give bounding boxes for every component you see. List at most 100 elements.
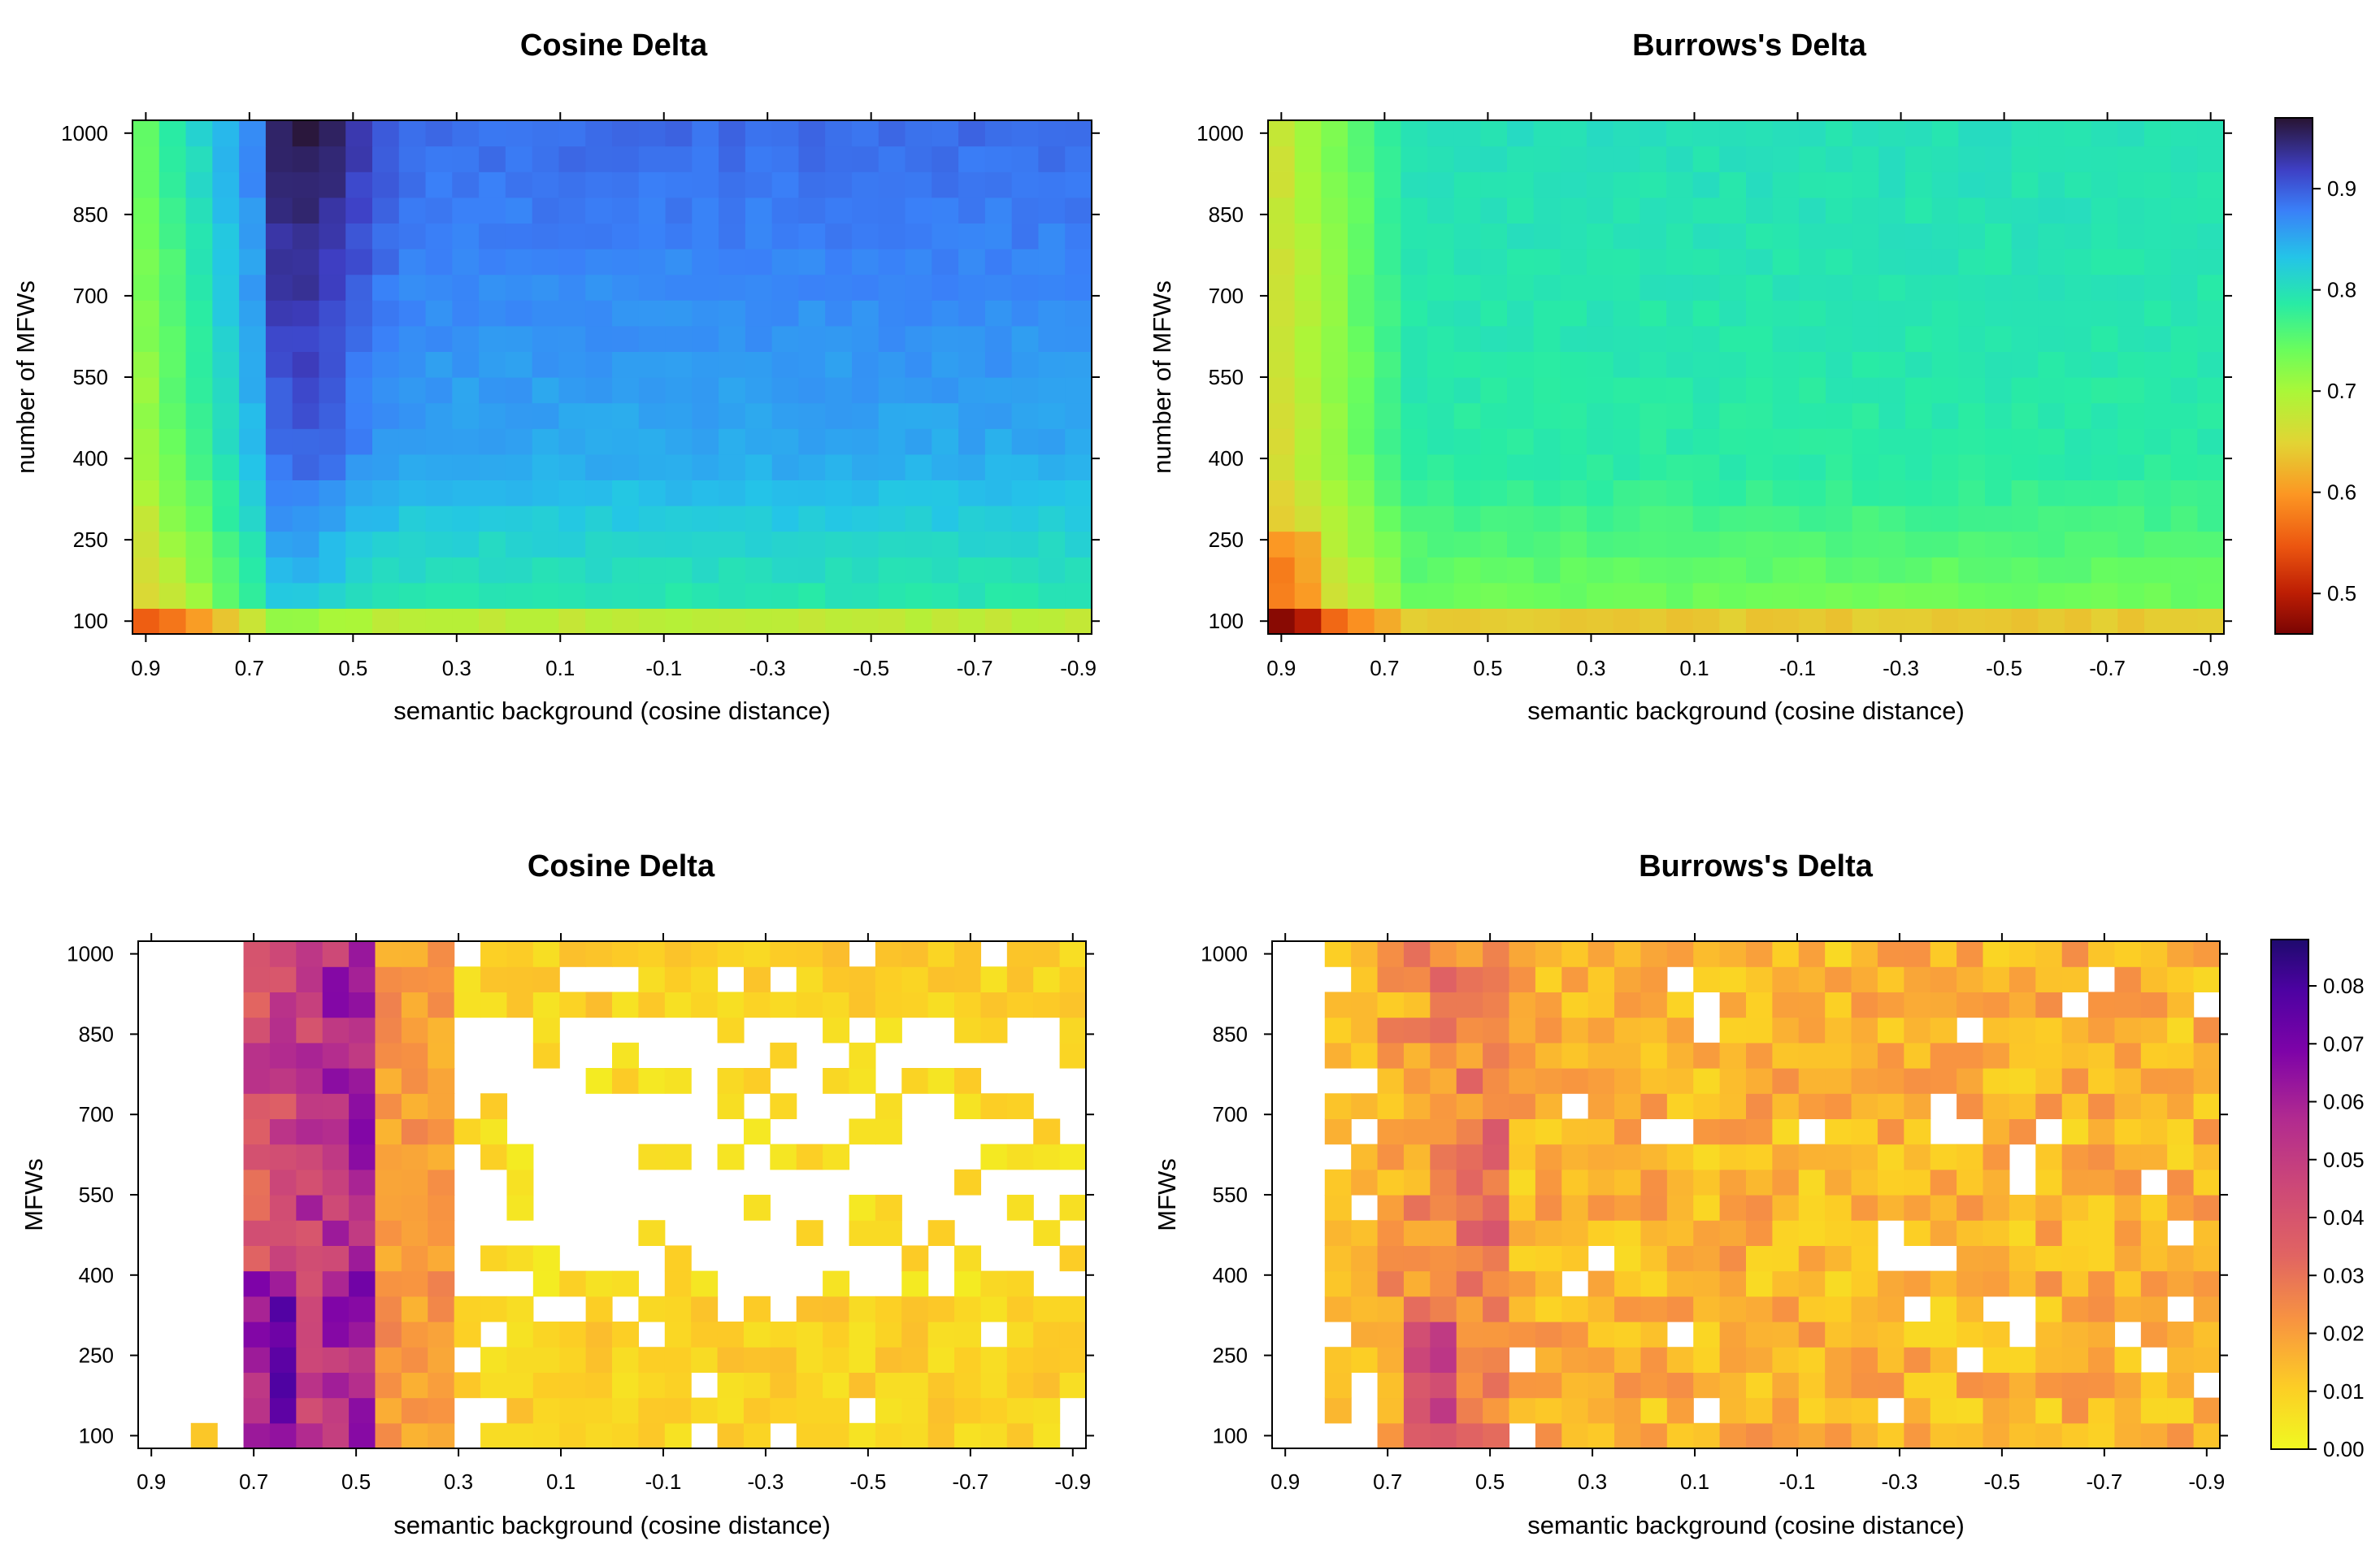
heatmap-cell xyxy=(269,1397,297,1424)
heatmap-cell xyxy=(692,171,719,198)
heatmap-cell xyxy=(1719,1169,1747,1196)
heatmap-cell xyxy=(1533,428,1561,455)
heatmap-cell xyxy=(1321,249,1349,276)
heatmap-cell xyxy=(1453,120,1481,147)
heatmap-cell xyxy=(372,531,400,558)
heatmap-cell xyxy=(322,1397,350,1424)
heatmap-cell xyxy=(1561,992,1589,1018)
heatmap-cell xyxy=(823,1372,850,1399)
heatmap-cell xyxy=(159,197,187,224)
heatmap-cell xyxy=(1587,1220,1615,1246)
heatmap-cell xyxy=(452,582,480,609)
heatmap-cell xyxy=(1377,1144,1405,1170)
heatmap-cell xyxy=(1983,1322,2010,1348)
heatmap-cell xyxy=(132,582,160,609)
heatmap-cell xyxy=(927,966,955,992)
heatmap-cell xyxy=(243,1372,271,1399)
heatmap-cell xyxy=(1666,1144,1694,1170)
heatmap-cell xyxy=(1826,300,1853,327)
heatmap-cell xyxy=(958,300,986,327)
heatmap-cell xyxy=(2144,377,2172,404)
heatmap-cell xyxy=(1957,1372,1984,1399)
heatmap-cell xyxy=(1983,1195,2010,1221)
heatmap-cell xyxy=(1719,120,1747,147)
heatmap-cell xyxy=(1877,992,1904,1018)
heatmap-cell xyxy=(770,1093,797,1119)
heatmap-cell xyxy=(1692,454,1720,480)
heatmap-cell xyxy=(532,1422,560,1449)
heatmap-cell xyxy=(479,351,506,378)
heatmap-cell xyxy=(1430,1347,1457,1373)
heatmap-cell xyxy=(1483,1220,1510,1246)
heatmap-cell xyxy=(428,1118,455,1145)
heatmap-cell xyxy=(638,1372,666,1399)
heatmap-cell xyxy=(2035,1422,2063,1449)
heatmap-cell xyxy=(825,300,853,327)
heatmap-cell xyxy=(1377,1169,1405,1196)
heatmap-cell xyxy=(771,325,800,352)
heatmap-cell xyxy=(771,582,800,609)
heatmap-cell xyxy=(1533,454,1561,480)
heatmap-cell xyxy=(265,402,293,429)
heatmap-cell xyxy=(479,608,506,635)
y-tick-label: 100 xyxy=(1209,609,1244,633)
heatmap-cell xyxy=(1985,608,2013,635)
heatmap-cell xyxy=(1560,454,1587,480)
heatmap-cell xyxy=(428,1347,455,1373)
heatmap-cell xyxy=(1772,249,1800,276)
heatmap-cell xyxy=(1456,1144,1483,1170)
heatmap-cell xyxy=(1958,145,1986,172)
heatmap-cell xyxy=(1535,1347,1562,1373)
heatmap-cell xyxy=(243,1270,271,1297)
heatmap-cell xyxy=(1401,582,1428,609)
heatmap-cell xyxy=(743,966,771,992)
heatmap-cell xyxy=(771,531,800,558)
heatmap-cell xyxy=(2088,1220,2116,1246)
heatmap-cell xyxy=(771,274,800,301)
heatmap-cell xyxy=(2038,325,2065,352)
heatmap-cell xyxy=(372,120,400,147)
heatmap-cell xyxy=(2140,1245,2168,1272)
heatmap-cell xyxy=(1825,1220,1852,1246)
heatmap-cell xyxy=(796,1397,823,1424)
heatmap-cell xyxy=(1983,1042,2010,1069)
heatmap-cell xyxy=(852,197,879,224)
heatmap-cell xyxy=(1826,120,1853,147)
heatmap-cell xyxy=(1401,145,1428,172)
heatmap-cell xyxy=(1507,223,1535,250)
heatmap-cell xyxy=(1561,941,1589,967)
heatmap-cell xyxy=(212,506,240,532)
heatmap-cell xyxy=(185,171,213,198)
heatmap-cell xyxy=(401,1220,428,1246)
heatmap-cell xyxy=(505,274,533,301)
heatmap-cell xyxy=(132,351,160,378)
heatmap-cell xyxy=(506,941,534,967)
heatmap-cell xyxy=(1038,197,1066,224)
heatmap-cell xyxy=(1613,557,1640,584)
heatmap-cell xyxy=(1507,351,1535,378)
heatmap-cell xyxy=(269,1296,297,1322)
heatmap-cell xyxy=(1507,506,1535,532)
heatmap-cell xyxy=(980,1422,1008,1449)
heatmap-cell xyxy=(878,120,906,147)
heatmap-cell xyxy=(558,300,586,327)
heatmap-cell xyxy=(1666,377,1694,404)
heatmap-cell xyxy=(1348,171,1375,198)
heatmap-cell xyxy=(532,992,560,1018)
heatmap-cell xyxy=(2140,992,2168,1018)
heatmap-cell xyxy=(345,582,373,609)
heatmap-cell xyxy=(212,351,240,378)
heatmap-cell xyxy=(984,531,1013,558)
heatmap-cell xyxy=(1640,608,1667,635)
heatmap-cell xyxy=(719,120,746,147)
heatmap-cell xyxy=(425,428,453,455)
heatmap-cell xyxy=(1878,145,1906,172)
heatmap-cell xyxy=(375,1245,402,1272)
heatmap-cell xyxy=(454,1296,481,1322)
heatmap-cell xyxy=(452,197,480,224)
heatmap-cell xyxy=(2140,1372,2168,1399)
heatmap-cell xyxy=(745,351,773,378)
heatmap-cell xyxy=(849,1422,876,1449)
heatmap-cell xyxy=(239,402,267,429)
heatmap-cell xyxy=(1065,582,1092,609)
